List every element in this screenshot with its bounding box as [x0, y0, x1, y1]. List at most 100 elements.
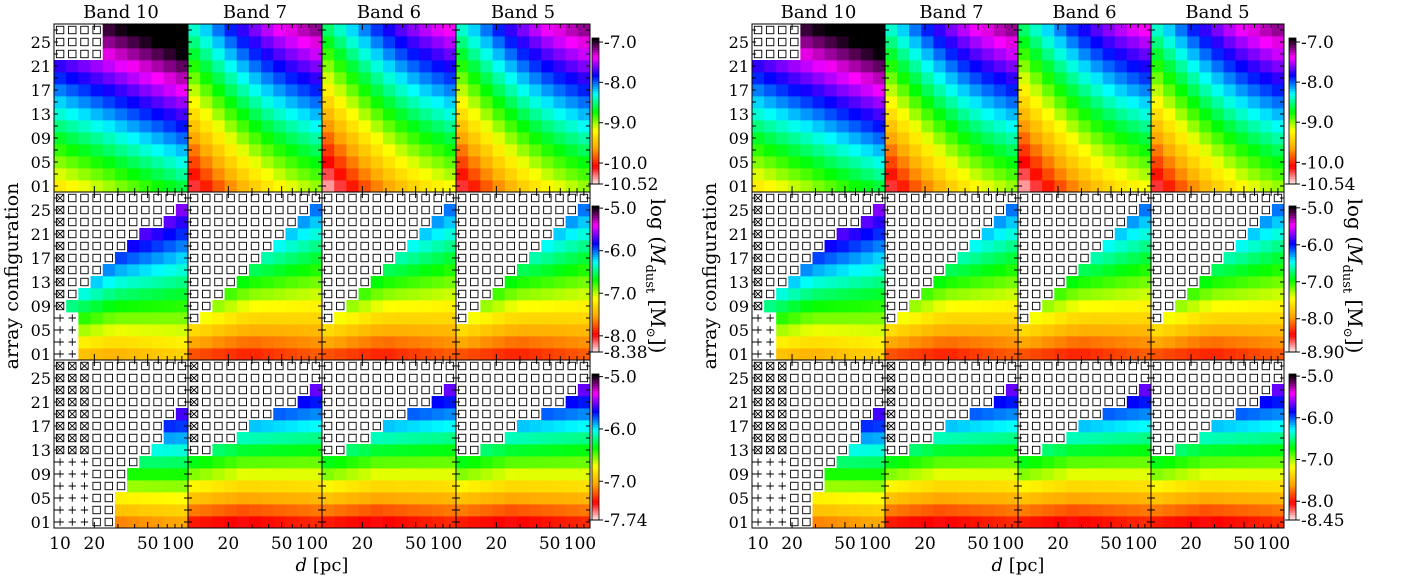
heatmap-cell — [443, 228, 457, 241]
mask-square — [947, 361, 956, 371]
heatmap-cell — [577, 96, 591, 109]
colorbar-segment — [592, 471, 599, 475]
mask-square — [214, 433, 223, 443]
mask-square — [226, 229, 235, 239]
heatmap-cell — [78, 324, 91, 337]
heatmap-cell — [322, 336, 335, 349]
mask-plus — [766, 470, 774, 478]
mask-square — [263, 409, 272, 419]
heatmap-cell — [212, 456, 225, 469]
heatmap-cell — [443, 60, 457, 73]
heatmap-cell — [1259, 312, 1273, 325]
heatmap-cell — [407, 516, 420, 529]
heatmap-cell — [800, 168, 813, 181]
mask-square — [92, 193, 101, 203]
heatmap-cell — [812, 516, 825, 529]
mask-plus — [68, 470, 76, 478]
mask-cross — [56, 421, 65, 431]
heatmap-cell — [297, 72, 311, 85]
mask-square — [898, 253, 908, 263]
mask-square — [372, 397, 381, 407]
heatmap-cell — [163, 240, 177, 253]
colorbar-segment — [592, 271, 599, 275]
colorbar-segment — [592, 210, 599, 214]
mask-square — [765, 361, 775, 371]
heatmap-cell — [322, 36, 335, 49]
mask-square — [506, 241, 515, 251]
mask-square — [790, 469, 799, 479]
heatmap-cell — [309, 324, 323, 337]
heatmap-cell — [1054, 144, 1067, 157]
mask-square — [531, 409, 540, 419]
mask-square — [80, 37, 89, 47]
heatmap-cell — [468, 108, 481, 121]
heatmap-cell — [516, 156, 530, 169]
mask-square — [336, 289, 345, 299]
mask-square — [226, 265, 235, 275]
heatmap-cell — [1211, 168, 1224, 181]
mask-square — [409, 205, 418, 215]
heatmap-cell — [897, 336, 910, 349]
heatmap-cell — [102, 36, 116, 49]
mask-square — [384, 409, 394, 419]
heatmap-cell — [175, 48, 189, 61]
colorbar-segment — [1289, 303, 1296, 307]
y-tick-label: 09 — [729, 129, 749, 148]
heatmap-cell — [102, 72, 116, 85]
heatmap-cell — [236, 48, 250, 61]
mask-square — [214, 361, 223, 371]
heatmap-cell — [848, 60, 862, 73]
heatmap-cell — [764, 180, 777, 193]
heatmap-cell — [800, 84, 813, 97]
heatmap-cell — [577, 456, 591, 469]
heatmap-cell — [334, 480, 347, 493]
heatmap-cell — [541, 288, 554, 301]
heatmap-cell — [1054, 36, 1067, 49]
heatmap-cell — [1271, 36, 1285, 49]
heatmap-cell — [1042, 48, 1055, 61]
mask-square — [802, 469, 811, 479]
heatmap-cell — [200, 72, 213, 85]
mask-square — [116, 385, 126, 395]
heatmap-cell — [456, 84, 469, 97]
heatmap-cell — [127, 132, 140, 145]
heatmap-cell — [529, 516, 542, 529]
heatmap-cell — [309, 36, 323, 49]
colorbar-segment — [592, 235, 599, 239]
heatmap-cell — [248, 264, 262, 277]
colorbar-segment — [592, 132, 599, 136]
heatmap-cell — [800, 120, 813, 133]
heatmap-cell — [78, 108, 91, 121]
heatmap-cell — [200, 144, 213, 157]
heatmap-cell — [431, 456, 445, 469]
heatmap-cell — [553, 336, 567, 349]
heatmap-cell — [175, 300, 189, 313]
heatmap-cell — [1066, 132, 1079, 145]
heatmap-cell — [577, 144, 591, 157]
mask-square — [482, 277, 491, 287]
heatmap-cell — [1223, 180, 1237, 193]
y-tick-label: 25 — [729, 33, 749, 52]
x-axis-label: d [pc] — [296, 555, 349, 576]
colorbar-segment — [1289, 38, 1296, 41]
colorbar-segment — [1289, 349, 1296, 353]
heatmap-cell — [945, 60, 958, 73]
heatmap-cell — [431, 348, 445, 361]
colorbar-segment — [592, 84, 599, 88]
colorbar-segment — [592, 254, 599, 258]
mask-square — [790, 49, 799, 59]
heatmap-cell — [309, 456, 323, 469]
heatmap-cell — [812, 252, 825, 265]
heatmap-cell — [1005, 324, 1019, 337]
heatmap-cell — [309, 396, 323, 409]
heatmap-cell — [1126, 312, 1140, 325]
mask-square — [202, 241, 211, 251]
heatmap-cell — [1138, 348, 1152, 361]
mask-plus — [766, 458, 774, 466]
heatmap-cell — [1271, 48, 1285, 61]
heatmap-cell — [1054, 336, 1067, 349]
heatmap-cell — [54, 144, 67, 157]
mask-square — [68, 385, 77, 395]
heatmap-cell — [860, 72, 874, 85]
heatmap-cell — [224, 456, 238, 469]
